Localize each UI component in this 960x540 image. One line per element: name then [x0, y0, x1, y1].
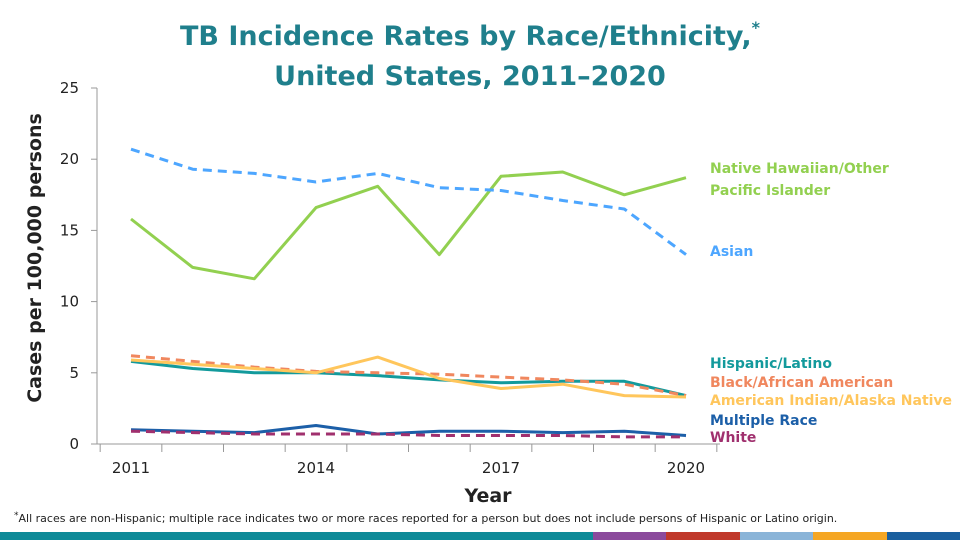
x-tick-label: 2017	[482, 459, 520, 477]
footnote: *All races are non-Hispanic; multiple ra…	[14, 511, 837, 525]
series-label-white: White	[710, 430, 756, 446]
y-tick-label: 5	[69, 364, 79, 382]
y-tick-label: 20	[60, 150, 79, 168]
y-axis-title: Cases per 100,000 persons	[24, 113, 46, 403]
series-line-native-hawaiian-other-pacific-islander	[130, 170, 687, 281]
bottom-bar-segment	[887, 532, 960, 540]
y-tick-label: 15	[60, 221, 79, 239]
series-label-asian: Asian	[710, 244, 753, 260]
chart-title-line2: United States, 2011–2020	[274, 61, 666, 92]
bottom-bar-segment	[740, 532, 813, 540]
series-line-hispanic-latino	[130, 359, 687, 398]
y-tick-label: 10	[60, 293, 79, 311]
x-tick-label: 2011	[112, 459, 150, 477]
bottom-bar-segment	[0, 532, 593, 540]
bottom-bar-segment	[593, 532, 666, 540]
series-group	[130, 147, 687, 439]
chart-title-line1: TB Incidence Rates by Race/Ethnicity,*	[180, 18, 761, 52]
series-label-native-hawaiian-other-pacific-islander: Pacific Islander	[710, 183, 830, 199]
x-tick-label: 2020	[667, 459, 705, 477]
series-line-black-african-american	[130, 354, 687, 398]
bottom-bar-segment	[666, 532, 740, 540]
y-tick-label: 0	[69, 435, 79, 453]
bottom-bar-segment	[813, 532, 887, 540]
series-label-black-african-american: Black/African American	[710, 375, 893, 391]
series-line-american-indian-alaska-native	[130, 355, 687, 399]
y-tick-label: 25	[60, 79, 79, 97]
series-labels: Native Hawaiian/Other Pacific Islander Asi…	[710, 161, 952, 446]
x-axis-title: Year	[463, 485, 512, 507]
series-label-hispanic-latino: Hispanic/Latino	[710, 356, 832, 372]
series-line-white	[130, 429, 686, 439]
bottom-color-bar	[0, 532, 960, 540]
series-label-native-hawaiian-other-pacific-islander: Native Hawaiian/Other	[710, 161, 889, 177]
series-label-american-indian-alaska-native: American Indian/Alaska Native	[710, 393, 952, 409]
series-line-asian	[130, 147, 687, 256]
x-tick-label: 2014	[297, 459, 335, 477]
axes: 0 5 10 15 20 25 2011 2014 2017 2020	[60, 79, 720, 477]
series-label-multiple-race: Multiple Race	[710, 413, 817, 429]
